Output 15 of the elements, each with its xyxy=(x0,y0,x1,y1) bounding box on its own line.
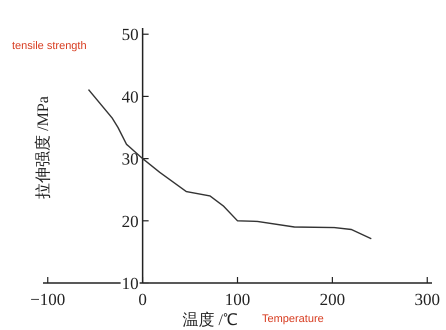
x-tick-label: −100 xyxy=(30,290,66,309)
y-tick-label: 20 xyxy=(122,212,139,231)
line-series xyxy=(88,88,372,240)
x-tick-label: 100 xyxy=(224,290,250,309)
annotation: tensile strength xyxy=(12,40,87,52)
x-axis-title: 温度 /℃ xyxy=(182,311,238,329)
x-tick-label: 200 xyxy=(320,290,346,309)
y-tick-label: 50 xyxy=(122,25,139,44)
y-axis-title: 拉伸强度 /MPa xyxy=(34,96,52,199)
y-tick-label: 10 xyxy=(122,274,139,293)
y-tick-label: 30 xyxy=(122,150,139,169)
x-tick-label: 0 xyxy=(138,290,147,309)
x-tick-label: 300 xyxy=(414,290,440,309)
y-tick-label: 40 xyxy=(122,87,139,106)
text: Temperature xyxy=(262,313,324,325)
